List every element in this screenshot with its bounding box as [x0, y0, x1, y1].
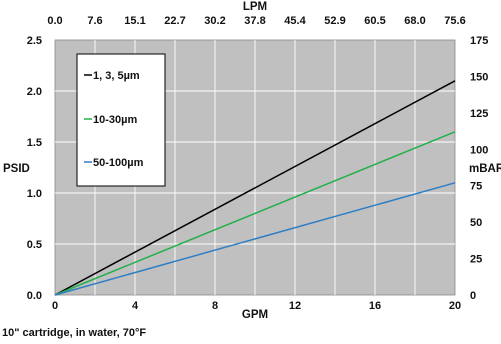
footnote: 10" cartridge, in water, 70°F: [2, 327, 146, 339]
series-line-3: [54, 182, 456, 296]
right-axis-ticks: 0 25 50 75 100 125 150 175: [470, 35, 488, 302]
right-tick-label: 100: [470, 144, 488, 156]
x-tick-label: 16: [369, 300, 381, 312]
top-tick-label: 52.9: [324, 15, 345, 27]
top-tick-label: 22.7: [164, 15, 185, 27]
top-axis-ticks: 0.0 7.6 15.1 22.7 30.2 37.8 45.4 52.9 60.5 68.0 75…: [47, 15, 465, 27]
top-tick-label: 7.6: [87, 15, 102, 27]
y-tick-label: 1.5: [27, 137, 42, 149]
x-axis-ticks: 0 4 8 12 16 20: [52, 300, 461, 312]
top-tick-label: 45.4: [284, 15, 306, 27]
x-tick-label: 12: [289, 300, 301, 312]
y-axis-ticks: 0.0 0.5 1.0 1.5 2.0 2.5: [27, 35, 42, 302]
y-tick-label: 2.5: [27, 35, 42, 47]
legend-label-3: 50-100µm: [93, 157, 144, 169]
right-tick-label: 125: [470, 108, 488, 120]
right-tick-label: 150: [470, 71, 488, 83]
top-tick-label: 30.2: [204, 15, 225, 27]
x-tick-label: 4: [132, 300, 139, 312]
y-tick-label: 2.0: [27, 86, 42, 98]
x-tick-label: 0: [52, 300, 58, 312]
y-tick-label: 1.0: [27, 188, 42, 200]
series-line-2: [54, 131, 456, 296]
right-tick-label: 50: [470, 217, 482, 229]
right-tick-label: 0: [470, 290, 476, 302]
top-tick-label: 15.1: [124, 15, 145, 27]
series-lines: [54, 80, 456, 296]
top-tick-label: 37.8: [244, 15, 265, 27]
right-tick-label: 75: [470, 181, 482, 193]
y-axis-label: PSID: [3, 163, 30, 175]
right-axis-label: mBAR: [469, 163, 501, 175]
x-tick-label: 20: [449, 300, 461, 312]
top-tick-label: 68.0: [404, 15, 425, 27]
right-tick-label: 25: [470, 254, 482, 266]
x-tick-label: 8: [212, 300, 218, 312]
y-tick-label: 0.5: [27, 239, 42, 251]
legend-box: [76, 53, 166, 187]
y-tick-label: 0.0: [27, 290, 42, 302]
legend: 1, 3, 5µm 10-30µm 50-100µm: [76, 53, 166, 187]
top-axis-label: LPM: [243, 1, 267, 13]
legend-label-2: 10-30µm: [93, 114, 137, 126]
right-tick-label: 175: [470, 35, 488, 47]
series-line-1: [54, 80, 456, 296]
top-tick-label: 60.5: [364, 15, 385, 27]
top-tick-label: 0.0: [47, 15, 62, 27]
legend-label-1: 1, 3, 5µm: [93, 70, 140, 82]
x-axis-label: GPM: [242, 309, 268, 321]
top-tick-label: 75.6: [444, 15, 465, 27]
